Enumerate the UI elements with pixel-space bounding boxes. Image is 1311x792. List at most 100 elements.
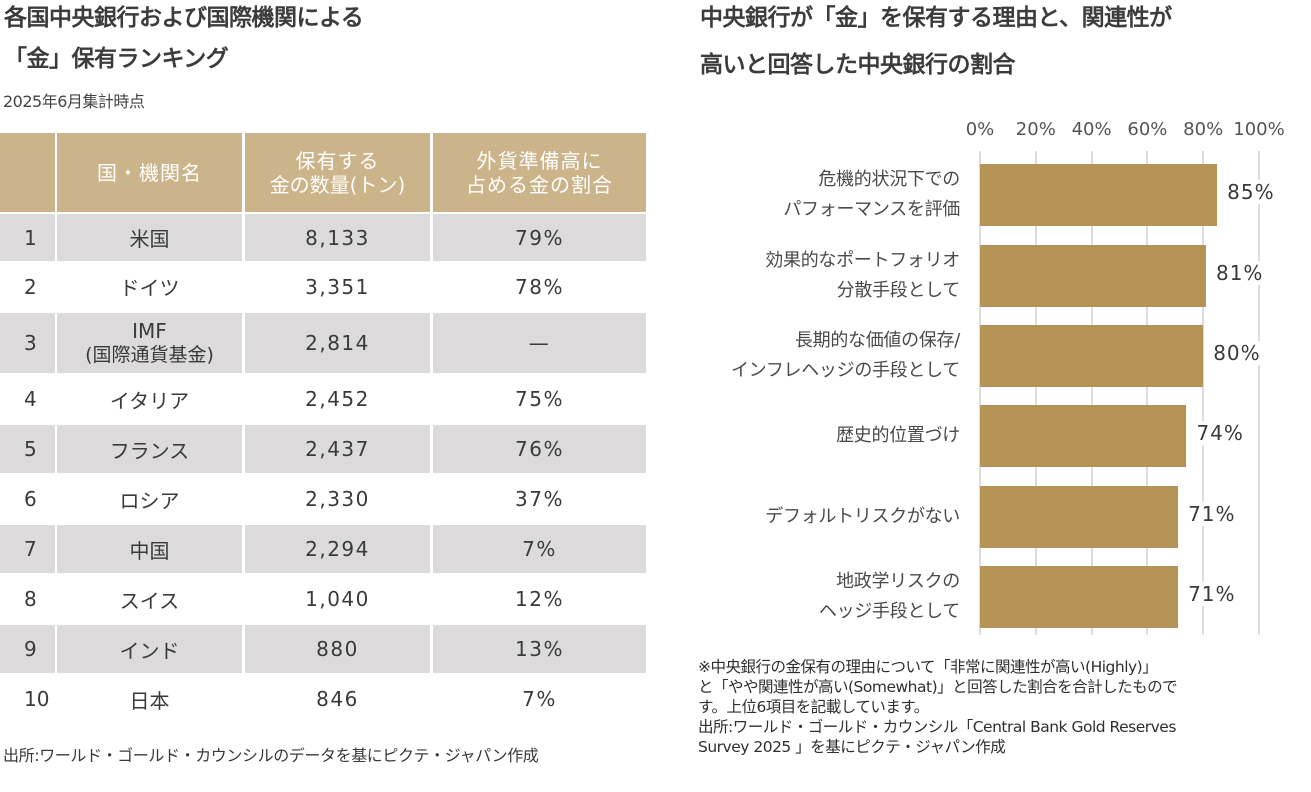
x-tick-label: 20% bbox=[1015, 119, 1056, 140]
table-value-name: 日本 bbox=[129, 688, 170, 713]
table-value-share: 79% bbox=[515, 225, 564, 250]
bar bbox=[980, 486, 1179, 548]
table-value-rank: 4 bbox=[24, 387, 37, 411]
left-subtitle: 2025年6月集計時点 bbox=[3, 92, 145, 111]
category-label-line: 危機的状況下での bbox=[818, 169, 960, 190]
table-cell-name: ドイツ bbox=[57, 262, 242, 311]
table-value-share: 7% bbox=[522, 537, 557, 561]
left-source-note: 出所:ワールド・ゴールド・カウンシルのデータを基にピクテ・ジャパン作成 bbox=[3, 746, 539, 765]
table-cell-name: 日本 bbox=[57, 675, 242, 723]
bar-value-label: 85% bbox=[1223, 180, 1279, 204]
category-label-line: 歴史的位置づけ bbox=[836, 425, 960, 446]
left-title-line1: 各国中央銀行および国際機関による bbox=[4, 5, 364, 31]
table-cell-qty: 846 bbox=[245, 675, 430, 723]
table-value-qty: 2,294 bbox=[305, 537, 370, 561]
table-value-rank: 1 bbox=[24, 225, 37, 250]
category-label: 危機的状況下でのパフォーマンスを評価 bbox=[700, 165, 960, 225]
table-value-qty: 2,330 bbox=[305, 487, 370, 511]
x-tick-label: 40% bbox=[1071, 119, 1112, 140]
table-value-qty: 880 bbox=[316, 637, 359, 661]
table-cell-name: IMF (国際通貨基金) bbox=[57, 313, 242, 373]
header-share: 外貨準備高に 占める金の割合 bbox=[433, 133, 646, 212]
table-cell-qty: 2,330 bbox=[245, 475, 430, 523]
table-value-qty: 846 bbox=[316, 687, 359, 711]
table-cell-rank: 10 bbox=[0, 675, 55, 723]
table-cell-share: 78% bbox=[433, 262, 646, 311]
table-cell-share: 76% bbox=[433, 425, 646, 473]
table-value-qty: 8,133 bbox=[305, 225, 370, 250]
gridline bbox=[979, 151, 981, 635]
table-cell-qty: 2,437 bbox=[245, 425, 430, 473]
note-line: Survey 2025 」を基にピクテ・ジャパン作成 bbox=[698, 738, 1006, 756]
bar-value-label: 74% bbox=[1192, 421, 1248, 445]
table-value-name: フランス bbox=[109, 438, 190, 463]
table-cell-name: インド bbox=[57, 625, 242, 673]
x-tick-label: 100% bbox=[1233, 119, 1285, 140]
table-value-qty: 2,452 bbox=[305, 387, 370, 411]
table-value-share: 12% bbox=[515, 587, 564, 611]
table-cell-qty: 8,133 bbox=[245, 214, 430, 261]
table-value-share: 7% bbox=[522, 687, 557, 711]
right-title-line2: 高いと回答した中央銀行の割合 bbox=[700, 52, 1016, 78]
note-line: と「やや関連性が高い(Somewhat)」と回答した割合を合計したもので bbox=[698, 678, 1178, 696]
table-cell-name: スイス bbox=[57, 575, 242, 623]
table-value-share: 78% bbox=[515, 274, 564, 299]
table-cell-share: 7% bbox=[433, 675, 646, 723]
x-tick-label: 80% bbox=[1183, 119, 1224, 140]
table-value-rank: 5 bbox=[24, 437, 37, 461]
table-value-share: 13% bbox=[515, 637, 564, 661]
category-label: 効果的なポートフォリオ 分散手段として bbox=[700, 246, 960, 306]
bar bbox=[980, 325, 1204, 387]
table-cell-name: フランス bbox=[57, 425, 242, 473]
institution-name-sub: (国際通貨基金) bbox=[85, 344, 214, 366]
table-value-rank: 3 bbox=[24, 331, 37, 355]
header-quantity-line1: 保有する bbox=[295, 148, 380, 173]
header-share-line2: 占める金の割合 bbox=[466, 172, 613, 197]
category-label-line: 地政学リスクの bbox=[836, 571, 960, 592]
table-cell-share: — bbox=[433, 313, 646, 373]
category-label-line: パフォーマンスを評価 bbox=[783, 199, 960, 220]
table-cell-rank: 5 bbox=[0, 425, 55, 473]
table-value-name: ロシア bbox=[119, 488, 180, 513]
table-value-name: ドイツ bbox=[119, 276, 180, 300]
table-cell-rank: 7 bbox=[0, 525, 55, 573]
table-cell-rank: 3 bbox=[0, 313, 55, 373]
table-cell-share: 37% bbox=[433, 475, 646, 523]
table-value-share: 76% bbox=[515, 437, 564, 461]
table-cell-name: 米国 bbox=[57, 214, 242, 261]
note-line: 出所:ワールド・ゴールド・カウンシル「Central Bank Gold Res… bbox=[698, 718, 1176, 736]
table-cell-qty: 1,040 bbox=[245, 575, 430, 623]
table-cell-share: 13% bbox=[433, 625, 646, 673]
table-value-qty: 2,814 bbox=[305, 331, 370, 355]
table-value-rank: 9 bbox=[24, 637, 37, 661]
bar bbox=[980, 245, 1206, 307]
table-cell-qty: 2,814 bbox=[245, 313, 430, 373]
header-name-label: 国・機関名 bbox=[97, 160, 202, 185]
note-line: す。上位6項目を記載しています。 bbox=[698, 698, 929, 716]
table-value-rank: 6 bbox=[24, 487, 37, 511]
table-value-rank: 7 bbox=[24, 537, 37, 561]
category-label: 地政学リスクの ヘッジ手段として bbox=[700, 567, 960, 627]
note-line: ※中央銀行の金保有の理由について「非常に関連性が高い(Highly)」 bbox=[698, 658, 1158, 676]
table-value-name: 中国 bbox=[129, 538, 170, 563]
category-label-line: デフォルトリスクがない bbox=[765, 506, 960, 527]
gridline bbox=[1090, 151, 1093, 635]
table-value-share: — bbox=[528, 331, 551, 355]
bar-value-label: 71% bbox=[1184, 582, 1240, 606]
table-value-name: イタリア bbox=[109, 388, 190, 413]
table-value-qty: 1,040 bbox=[305, 587, 370, 611]
table-value-name: スイス bbox=[119, 588, 180, 613]
table-cell-rank: 4 bbox=[0, 375, 55, 423]
table-value-qty: 2,437 bbox=[305, 437, 370, 461]
x-tick-label: 0% bbox=[965, 119, 995, 140]
category-label-line: インフレヘッジの手段として bbox=[730, 360, 960, 381]
table-value-rank: 8 bbox=[24, 587, 37, 611]
table-cell-name: 中国 bbox=[57, 525, 242, 573]
gridline bbox=[1258, 151, 1260, 635]
chart-notes: ※中央銀行の金保有の理由について「非常に関連性が高い(Highly)」 と「やや… bbox=[698, 657, 1178, 757]
header-quantity: 保有する 金の数量(トン) bbox=[245, 133, 430, 212]
bar bbox=[980, 164, 1218, 226]
table-cell-share: 79% bbox=[433, 214, 646, 261]
category-label-line: 長期的な価値の保存/ bbox=[794, 330, 960, 351]
table-value-qty: 3,351 bbox=[305, 274, 370, 299]
